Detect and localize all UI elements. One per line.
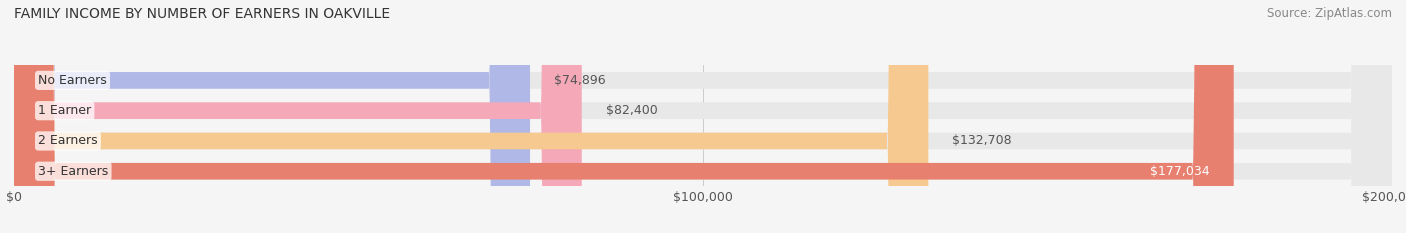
- Text: Source: ZipAtlas.com: Source: ZipAtlas.com: [1267, 7, 1392, 20]
- FancyBboxPatch shape: [14, 0, 1392, 233]
- Text: FAMILY INCOME BY NUMBER OF EARNERS IN OAKVILLE: FAMILY INCOME BY NUMBER OF EARNERS IN OA…: [14, 7, 391, 21]
- FancyBboxPatch shape: [14, 0, 1392, 233]
- FancyBboxPatch shape: [14, 0, 928, 233]
- FancyBboxPatch shape: [14, 0, 530, 233]
- Text: $74,896: $74,896: [554, 74, 606, 87]
- Text: 2 Earners: 2 Earners: [38, 134, 98, 147]
- FancyBboxPatch shape: [14, 0, 1233, 233]
- Text: $177,034: $177,034: [1150, 165, 1209, 178]
- Text: No Earners: No Earners: [38, 74, 107, 87]
- FancyBboxPatch shape: [14, 0, 582, 233]
- Text: $82,400: $82,400: [606, 104, 658, 117]
- Text: $132,708: $132,708: [952, 134, 1012, 147]
- Text: 3+ Earners: 3+ Earners: [38, 165, 108, 178]
- Text: 1 Earner: 1 Earner: [38, 104, 91, 117]
- FancyBboxPatch shape: [14, 0, 1392, 233]
- FancyBboxPatch shape: [14, 0, 1392, 233]
